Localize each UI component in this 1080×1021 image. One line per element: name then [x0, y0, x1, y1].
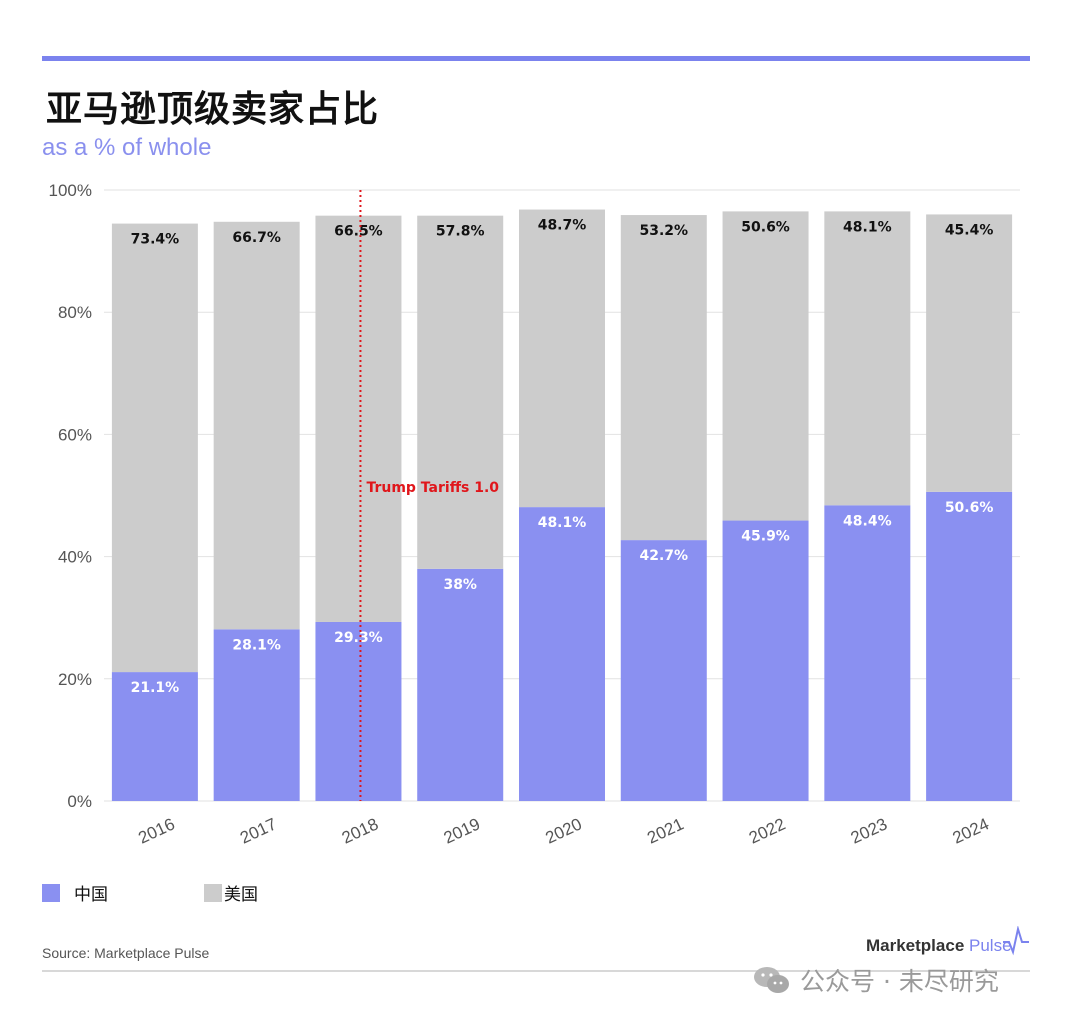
x-tick-label-2020: 2020: [543, 814, 585, 847]
legend-item-usa: 美国: [204, 880, 258, 905]
bar-usa-2017: [213, 221, 300, 630]
x-tick-label-2019: 2019: [441, 814, 483, 847]
bar-usa-2019: [417, 215, 504, 569]
data-label-china-2020: 48.1%: [538, 515, 587, 531]
y-tick-label-20: 20%: [58, 670, 92, 689]
bar-usa-2020: [519, 209, 605, 508]
bottom-rule: [42, 970, 1030, 972]
x-tick-label-2016: 2016: [135, 814, 177, 847]
data-label-usa-2018: 66.5%: [334, 224, 383, 240]
legend-label-usa: 美国: [224, 885, 258, 905]
top-rule: [42, 56, 1030, 61]
stacked-bar-chart: 0% 20% 40% 60% 80% 100% 21.1% 73.4% 28.1% 66.7% 29…: [49, 181, 1020, 848]
bar-china-2016: [111, 672, 198, 801]
watermark-text: 公众号 · 未尽研究: [800, 967, 999, 996]
brand-accent: Pulse: [969, 936, 1012, 955]
pulse-icon: [1003, 926, 1029, 956]
data-label-china-2024: 50.6%: [945, 500, 994, 516]
y-tick-label-0: 0%: [67, 792, 92, 811]
bar-usa-2023: [824, 211, 911, 506]
bar-usa-2021: [620, 215, 707, 541]
data-label-china-2019: 38%: [443, 577, 477, 593]
bar-usa-2016: [111, 223, 198, 673]
x-tick-label-2022: 2022: [746, 814, 788, 847]
bar-china-2019: [417, 568, 504, 801]
bar-usa-2018: [315, 215, 402, 622]
chart-title: 亚马逊顶级卖家占比: [46, 89, 380, 130]
bar-usa-2022: [722, 211, 809, 521]
data-label-usa-2017: 66.7%: [232, 230, 281, 246]
x-tick-label-2017: 2017: [237, 814, 279, 847]
y-tick-label-80: 80%: [58, 303, 92, 322]
data-label-china-2016: 21.1%: [131, 680, 180, 696]
data-label-china-2017: 28.1%: [232, 637, 281, 653]
x-tick-label-2021: 2021: [644, 814, 686, 847]
bar-usa-2024: [926, 214, 1013, 492]
brand-logo: Marketplace Pulse: [866, 936, 1012, 956]
source-note: Source: Marketplace Pulse: [42, 945, 210, 961]
legend-swatch-china: [42, 883, 60, 902]
x-tick-label-2018: 2018: [339, 814, 381, 847]
legend-label-china: 中国: [74, 885, 108, 905]
bar-china-2020: [519, 507, 605, 801]
legend-swatch-usa: [204, 883, 222, 902]
data-label-usa-2020: 48.7%: [538, 218, 587, 234]
bar-china-2022: [722, 520, 809, 801]
bar-china-2021: [620, 540, 707, 801]
data-label-usa-2019: 57.8%: [436, 224, 485, 240]
data-label-usa-2022: 50.6%: [741, 219, 790, 235]
data-label-usa-2023: 48.1%: [843, 219, 892, 235]
bar-china-2017: [213, 629, 300, 801]
x-tick-label-2024: 2024: [950, 814, 992, 847]
data-label-china-2021: 42.7%: [639, 548, 688, 564]
wechat-icon: [754, 967, 789, 993]
data-label-usa-2021: 53.2%: [639, 223, 688, 239]
watermark: 公众号 · 未尽研究: [752, 962, 999, 998]
data-label-china-2023: 48.4%: [843, 513, 892, 529]
brand-main: Marketplace: [866, 936, 965, 955]
y-tick-label-60: 60%: [58, 425, 92, 444]
legend-item-china: 中国: [42, 880, 108, 905]
x-tick-label-2023: 2023: [848, 814, 890, 847]
data-label-china-2018: 29.3%: [334, 630, 383, 646]
y-tick-label-40: 40%: [58, 548, 92, 567]
y-tick-label-100: 100%: [49, 181, 92, 200]
annotation-label: Trump Tariffs 1.0: [366, 480, 499, 496]
bar-china-2018: [315, 621, 402, 801]
chart-subtitle: as a % of whole: [42, 134, 212, 161]
data-label-usa-2024: 45.4%: [945, 222, 994, 238]
bar-china-2023: [824, 505, 911, 801]
data-label-china-2022: 45.9%: [741, 529, 790, 545]
data-label-usa-2016: 73.4%: [131, 232, 180, 248]
bar-china-2024: [926, 491, 1013, 801]
